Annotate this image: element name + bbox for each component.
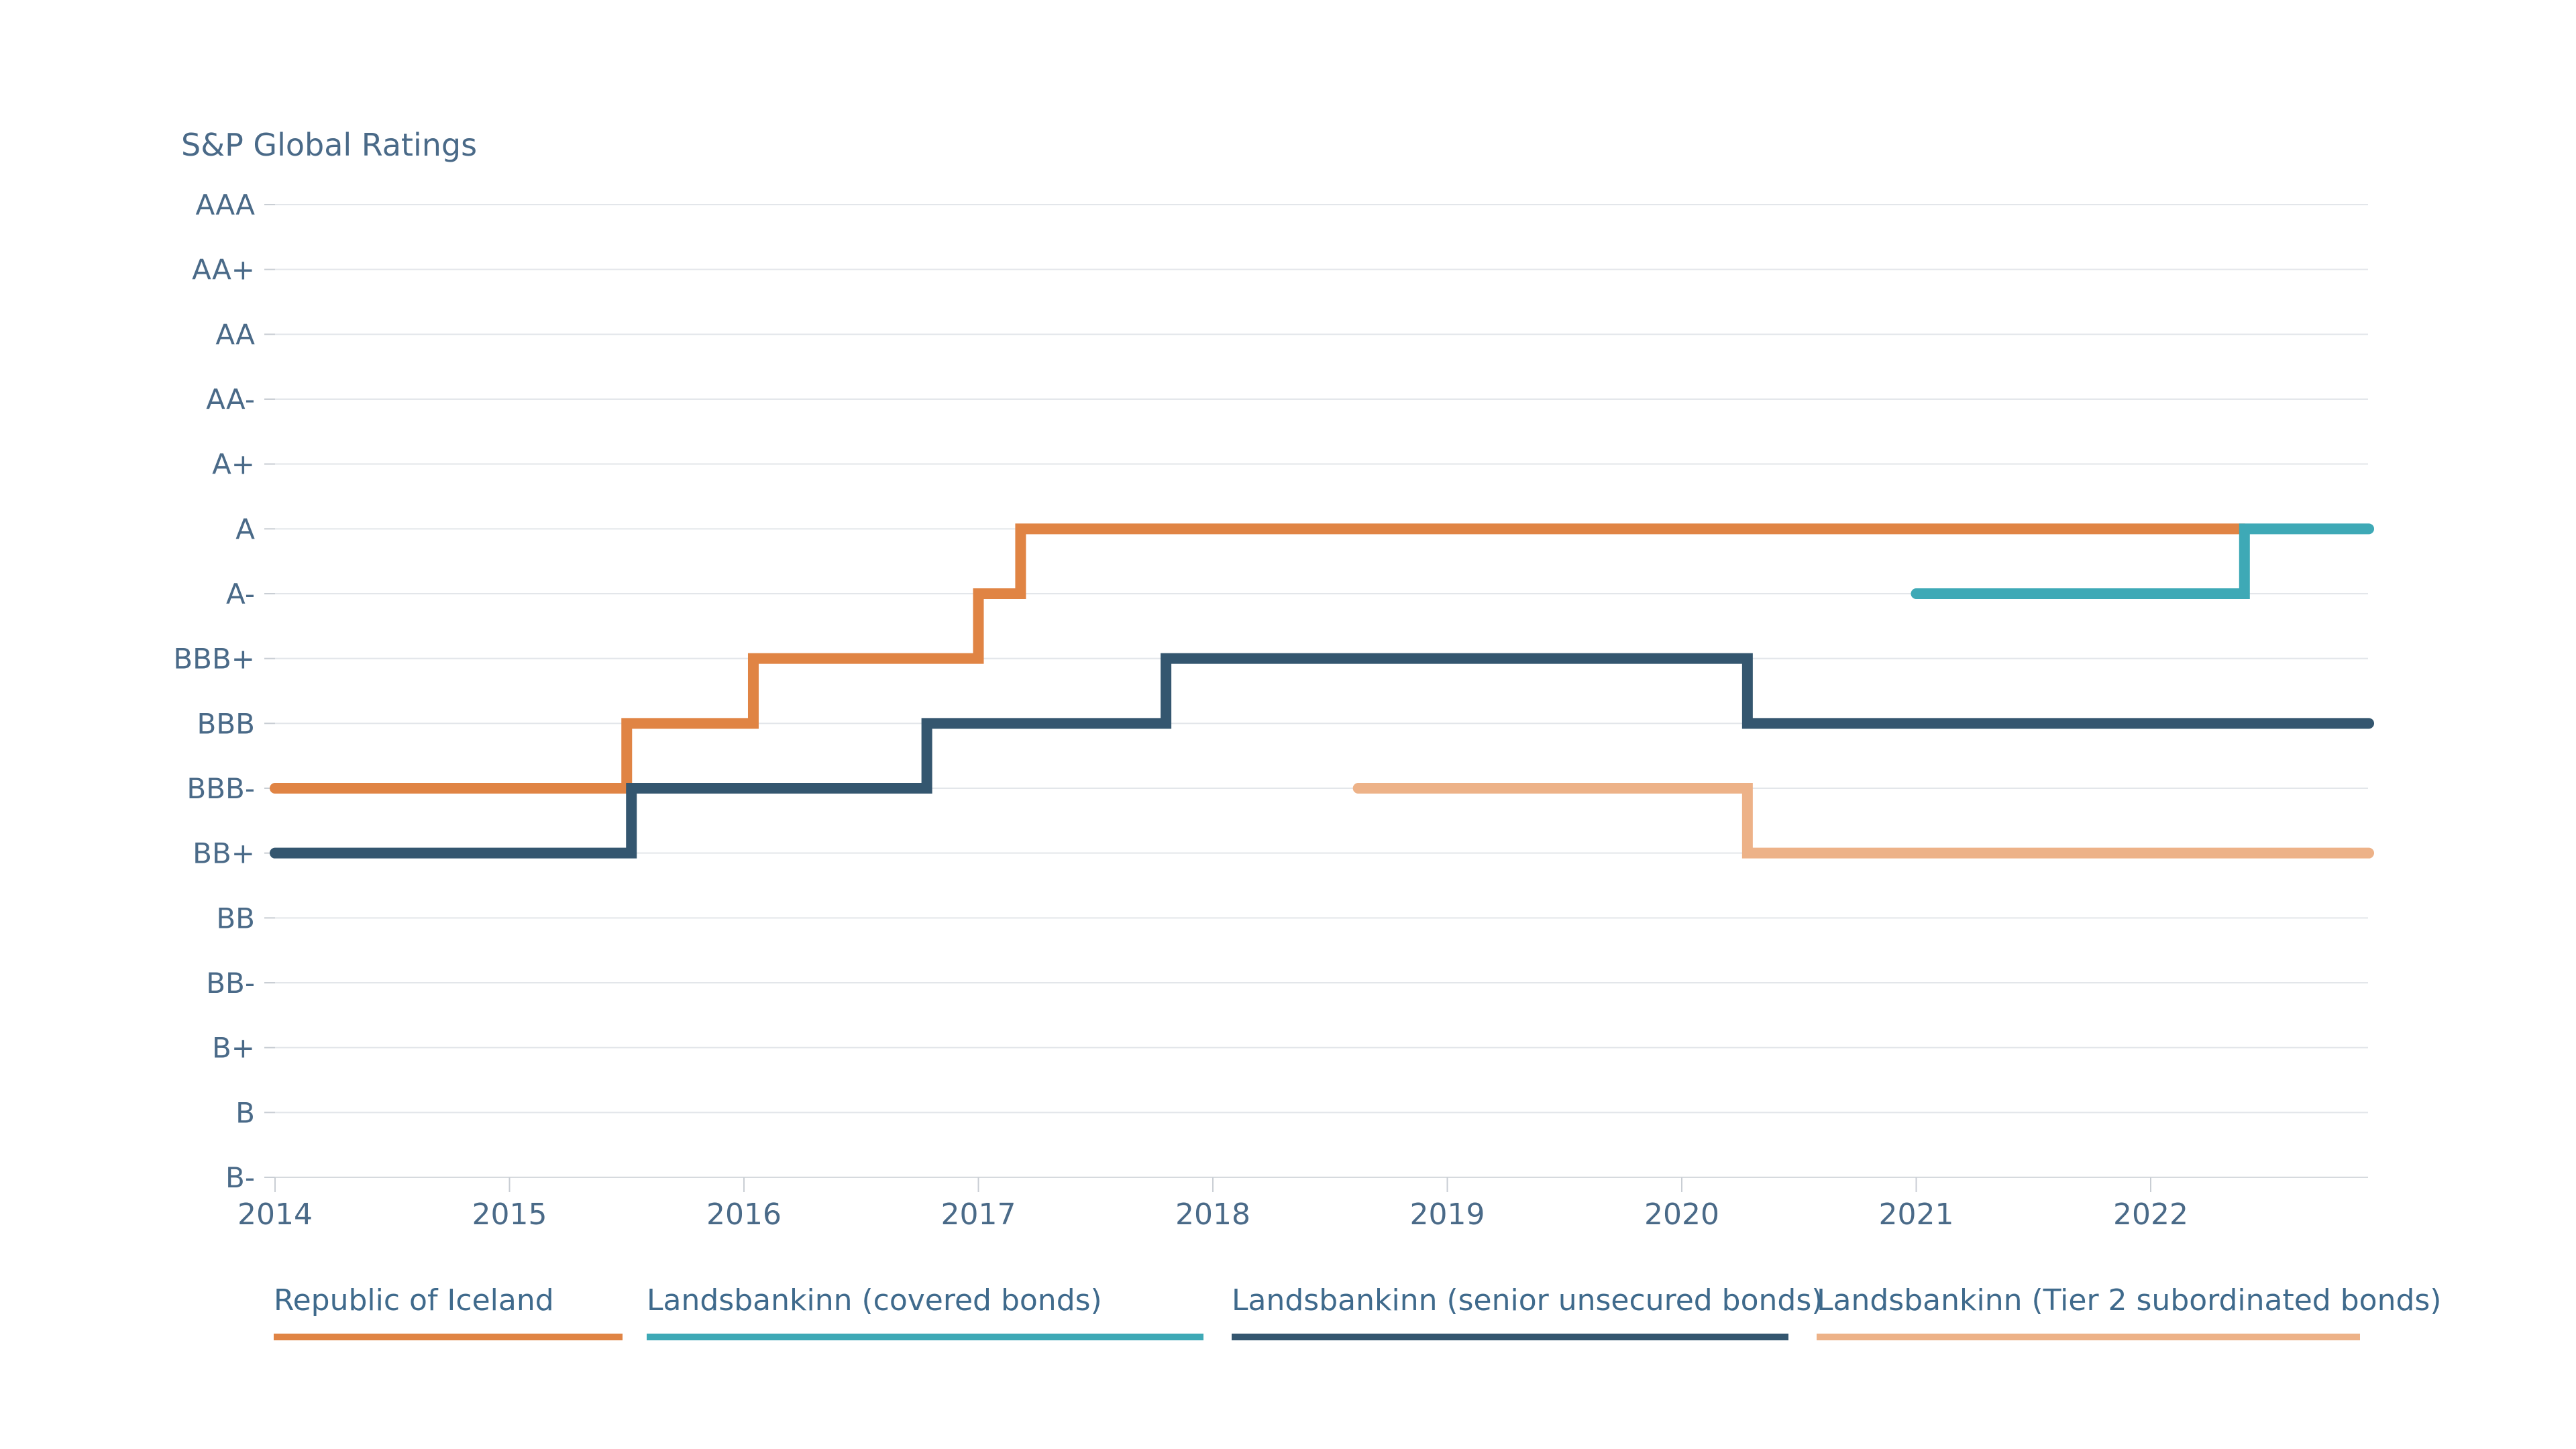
legend-swatch (647, 1334, 1203, 1340)
legend-label: Landsbankinn (covered bonds) (647, 1283, 1102, 1318)
legend-item: Landsbankinn (covered bonds) (647, 1281, 1203, 1342)
x-tick-label: 2022 (2113, 1197, 2188, 1232)
legend-item: Republic of Iceland (274, 1281, 623, 1342)
x-tick-label: 2019 (1410, 1197, 1485, 1232)
y-tick-label: BB- (206, 967, 255, 1000)
series-line (270, 523, 2250, 794)
y-tick-label: BB+ (193, 837, 255, 870)
legend-swatch (1817, 1334, 2360, 1340)
x-tick-label: 2014 (237, 1197, 313, 1232)
x-tick-label: 2020 (1644, 1197, 1719, 1232)
chart-title: S&P Global Ratings (181, 127, 477, 163)
legend-swatch (274, 1334, 623, 1340)
y-tick-label: AA (215, 318, 255, 351)
y-tick-label: BBB (197, 707, 255, 740)
series-lines (270, 523, 2375, 859)
x-tick-label: 2016 (706, 1197, 782, 1232)
x-tick-labels: 2014 2015 2016 2017 2018 2019 2020 2021 2022 (237, 1197, 2188, 1232)
legend-swatch (1232, 1334, 1788, 1340)
x-tick-label: 2015 (472, 1197, 547, 1232)
x-tick-label: 2017 (941, 1197, 1016, 1232)
y-tick-label: A (235, 513, 255, 545)
y-tick-label: A+ (212, 448, 255, 481)
grid-lines (264, 204, 2368, 1192)
y-tick-label: AA+ (192, 254, 255, 286)
y-tick-label: BBB- (186, 772, 255, 805)
series-line (1352, 783, 2375, 859)
y-tick-label: B (235, 1096, 255, 1129)
legend-item: Landsbankinn (Tier 2 subordinated bonds) (1817, 1281, 2442, 1342)
y-tick-label: B- (225, 1161, 255, 1194)
legend: Republic of Iceland Landsbankinn (covered… (274, 1281, 2442, 1342)
legend-label: Landsbankinn (Tier 2 subordinated bonds) (1817, 1283, 2442, 1318)
series-line (270, 653, 2375, 859)
y-tick-label: BBB+ (173, 643, 255, 676)
y-tick-label: B+ (212, 1032, 255, 1065)
y-tick-label: AAA (195, 189, 255, 221)
legend-item: Landsbankinn (senior unsecured bonds) (1232, 1281, 1823, 1342)
legend-label: Republic of Iceland (274, 1283, 554, 1318)
y-tick-label: A- (226, 578, 255, 610)
x-tick-label: 2018 (1175, 1197, 1250, 1232)
series-line (1911, 523, 2375, 599)
legend-label: Landsbankinn (senior unsecured bonds) (1232, 1283, 1823, 1318)
y-tick-label: BB (216, 902, 255, 934)
y-tick-label: AA- (206, 383, 255, 416)
x-tick-label: 2021 (1879, 1197, 1954, 1232)
